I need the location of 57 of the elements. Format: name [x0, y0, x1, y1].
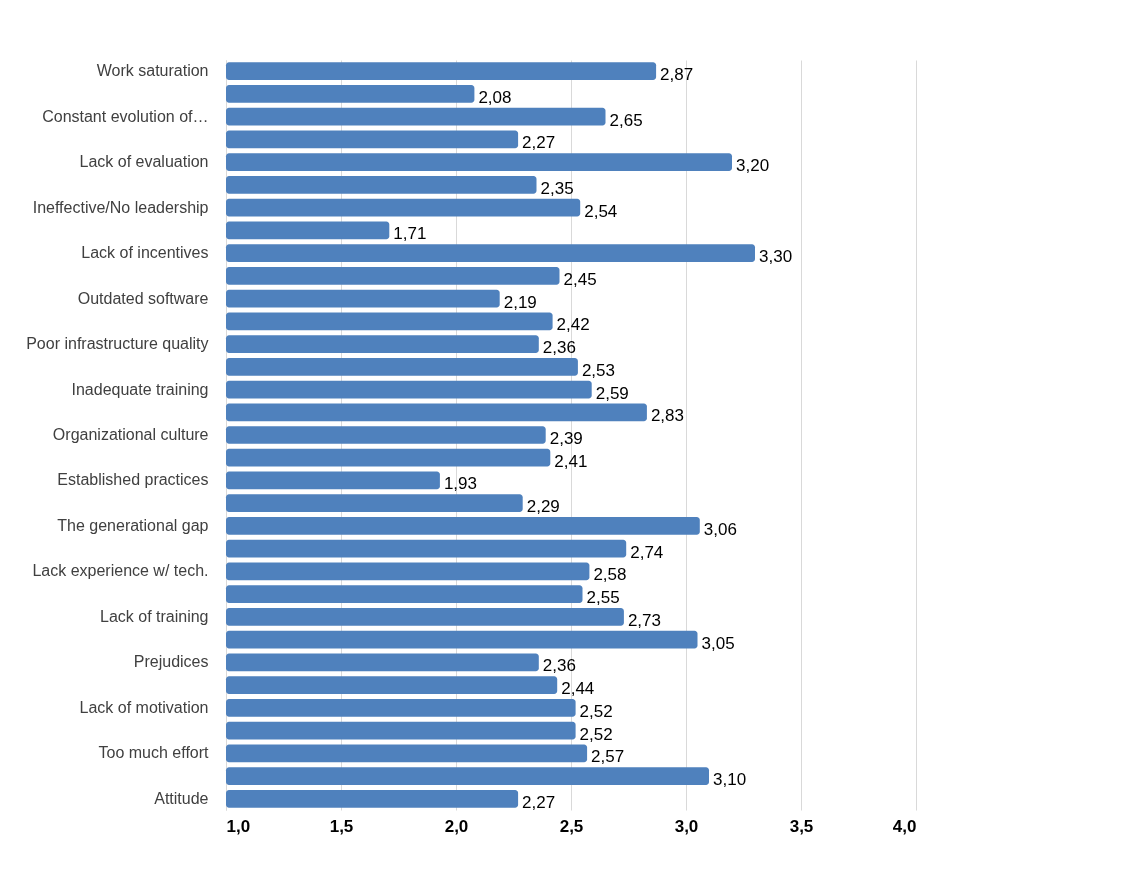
- data-label: 2,39: [549, 429, 583, 448]
- x-tick-label: 4,0: [892, 816, 917, 836]
- x-tick-label: 3,0: [674, 816, 699, 836]
- data-label: 2,73: [627, 610, 661, 630]
- y-tick-label: Prejudices: [133, 653, 209, 671]
- data-label: 2,19: [503, 292, 537, 312]
- data-label: 2,74: [630, 542, 664, 562]
- data-label: 2,29: [526, 497, 560, 517]
- y-tick-label: The generational gap: [57, 516, 209, 534]
- data-label: 1,93: [443, 474, 477, 494]
- x-tick-label: 1,0: [226, 816, 251, 836]
- x-tick-label: 2,5: [559, 816, 584, 836]
- data-label: 2,27: [522, 792, 556, 812]
- y-tick-label: Lack of motivation: [79, 698, 209, 716]
- data-label: 2,57: [591, 747, 625, 767]
- x-tick-label: 3,5: [789, 816, 814, 836]
- data-label: 2,53: [581, 360, 615, 380]
- data-label: 2,55: [586, 588, 620, 608]
- data-label: 2,45: [563, 269, 597, 289]
- data-label: 2,42: [556, 315, 590, 335]
- y-tick-label: Inadequate training: [71, 380, 209, 398]
- data-label: 2,41: [554, 451, 588, 471]
- data-label: 2,44: [561, 679, 595, 699]
- data-label: 3,05: [701, 633, 735, 653]
- data-label: 2,58: [593, 565, 627, 585]
- data-label: 2,36: [542, 338, 576, 358]
- data-label: 2,08: [478, 87, 512, 107]
- data-label: 2,59: [595, 383, 629, 403]
- y-tick-label: Organizational culture: [52, 426, 209, 443]
- data-label: 2,87: [660, 65, 694, 85]
- y-tick-label: Established practices: [57, 471, 209, 489]
- y-tick-label: Lack of evaluation: [79, 153, 209, 171]
- data-label: 2,36: [542, 656, 576, 676]
- data-label: 2,52: [579, 724, 613, 744]
- y-tick-label: Poor infrastructure quality: [26, 335, 209, 353]
- data-label: 2,52: [579, 701, 613, 721]
- data-label: 3,20: [736, 156, 770, 176]
- data-label: 2,54: [584, 201, 618, 221]
- x-tick-label: 2,0: [444, 816, 469, 836]
- data-label: 3,30: [759, 247, 793, 267]
- y-tick-label: Work saturation: [96, 62, 209, 80]
- y-tick-label: Lack of training: [99, 607, 209, 625]
- y-tick-label: Lack experience w/ tech.: [32, 562, 209, 580]
- data-label: 2,83: [650, 406, 684, 426]
- data-label: 3,06: [703, 519, 737, 539]
- data-label: 2,65: [609, 110, 643, 130]
- data-label: 1,71: [393, 224, 427, 244]
- y-tick-label: Constant evolution of…: [42, 107, 209, 125]
- data-label: 2,35: [540, 178, 574, 198]
- y-tick-label: Too much effort: [98, 744, 210, 762]
- data-label: 2,27: [522, 133, 556, 153]
- y-tick-label: Attitude: [154, 789, 209, 807]
- data-label: 3,10: [713, 770, 747, 790]
- x-tick-label: 1,5: [329, 816, 354, 836]
- y-tick-label: Ineffective/No leadership: [32, 198, 209, 216]
- y-tick-label: Lack of incentives: [81, 244, 209, 262]
- y-tick-label: Outdated software: [77, 289, 209, 307]
